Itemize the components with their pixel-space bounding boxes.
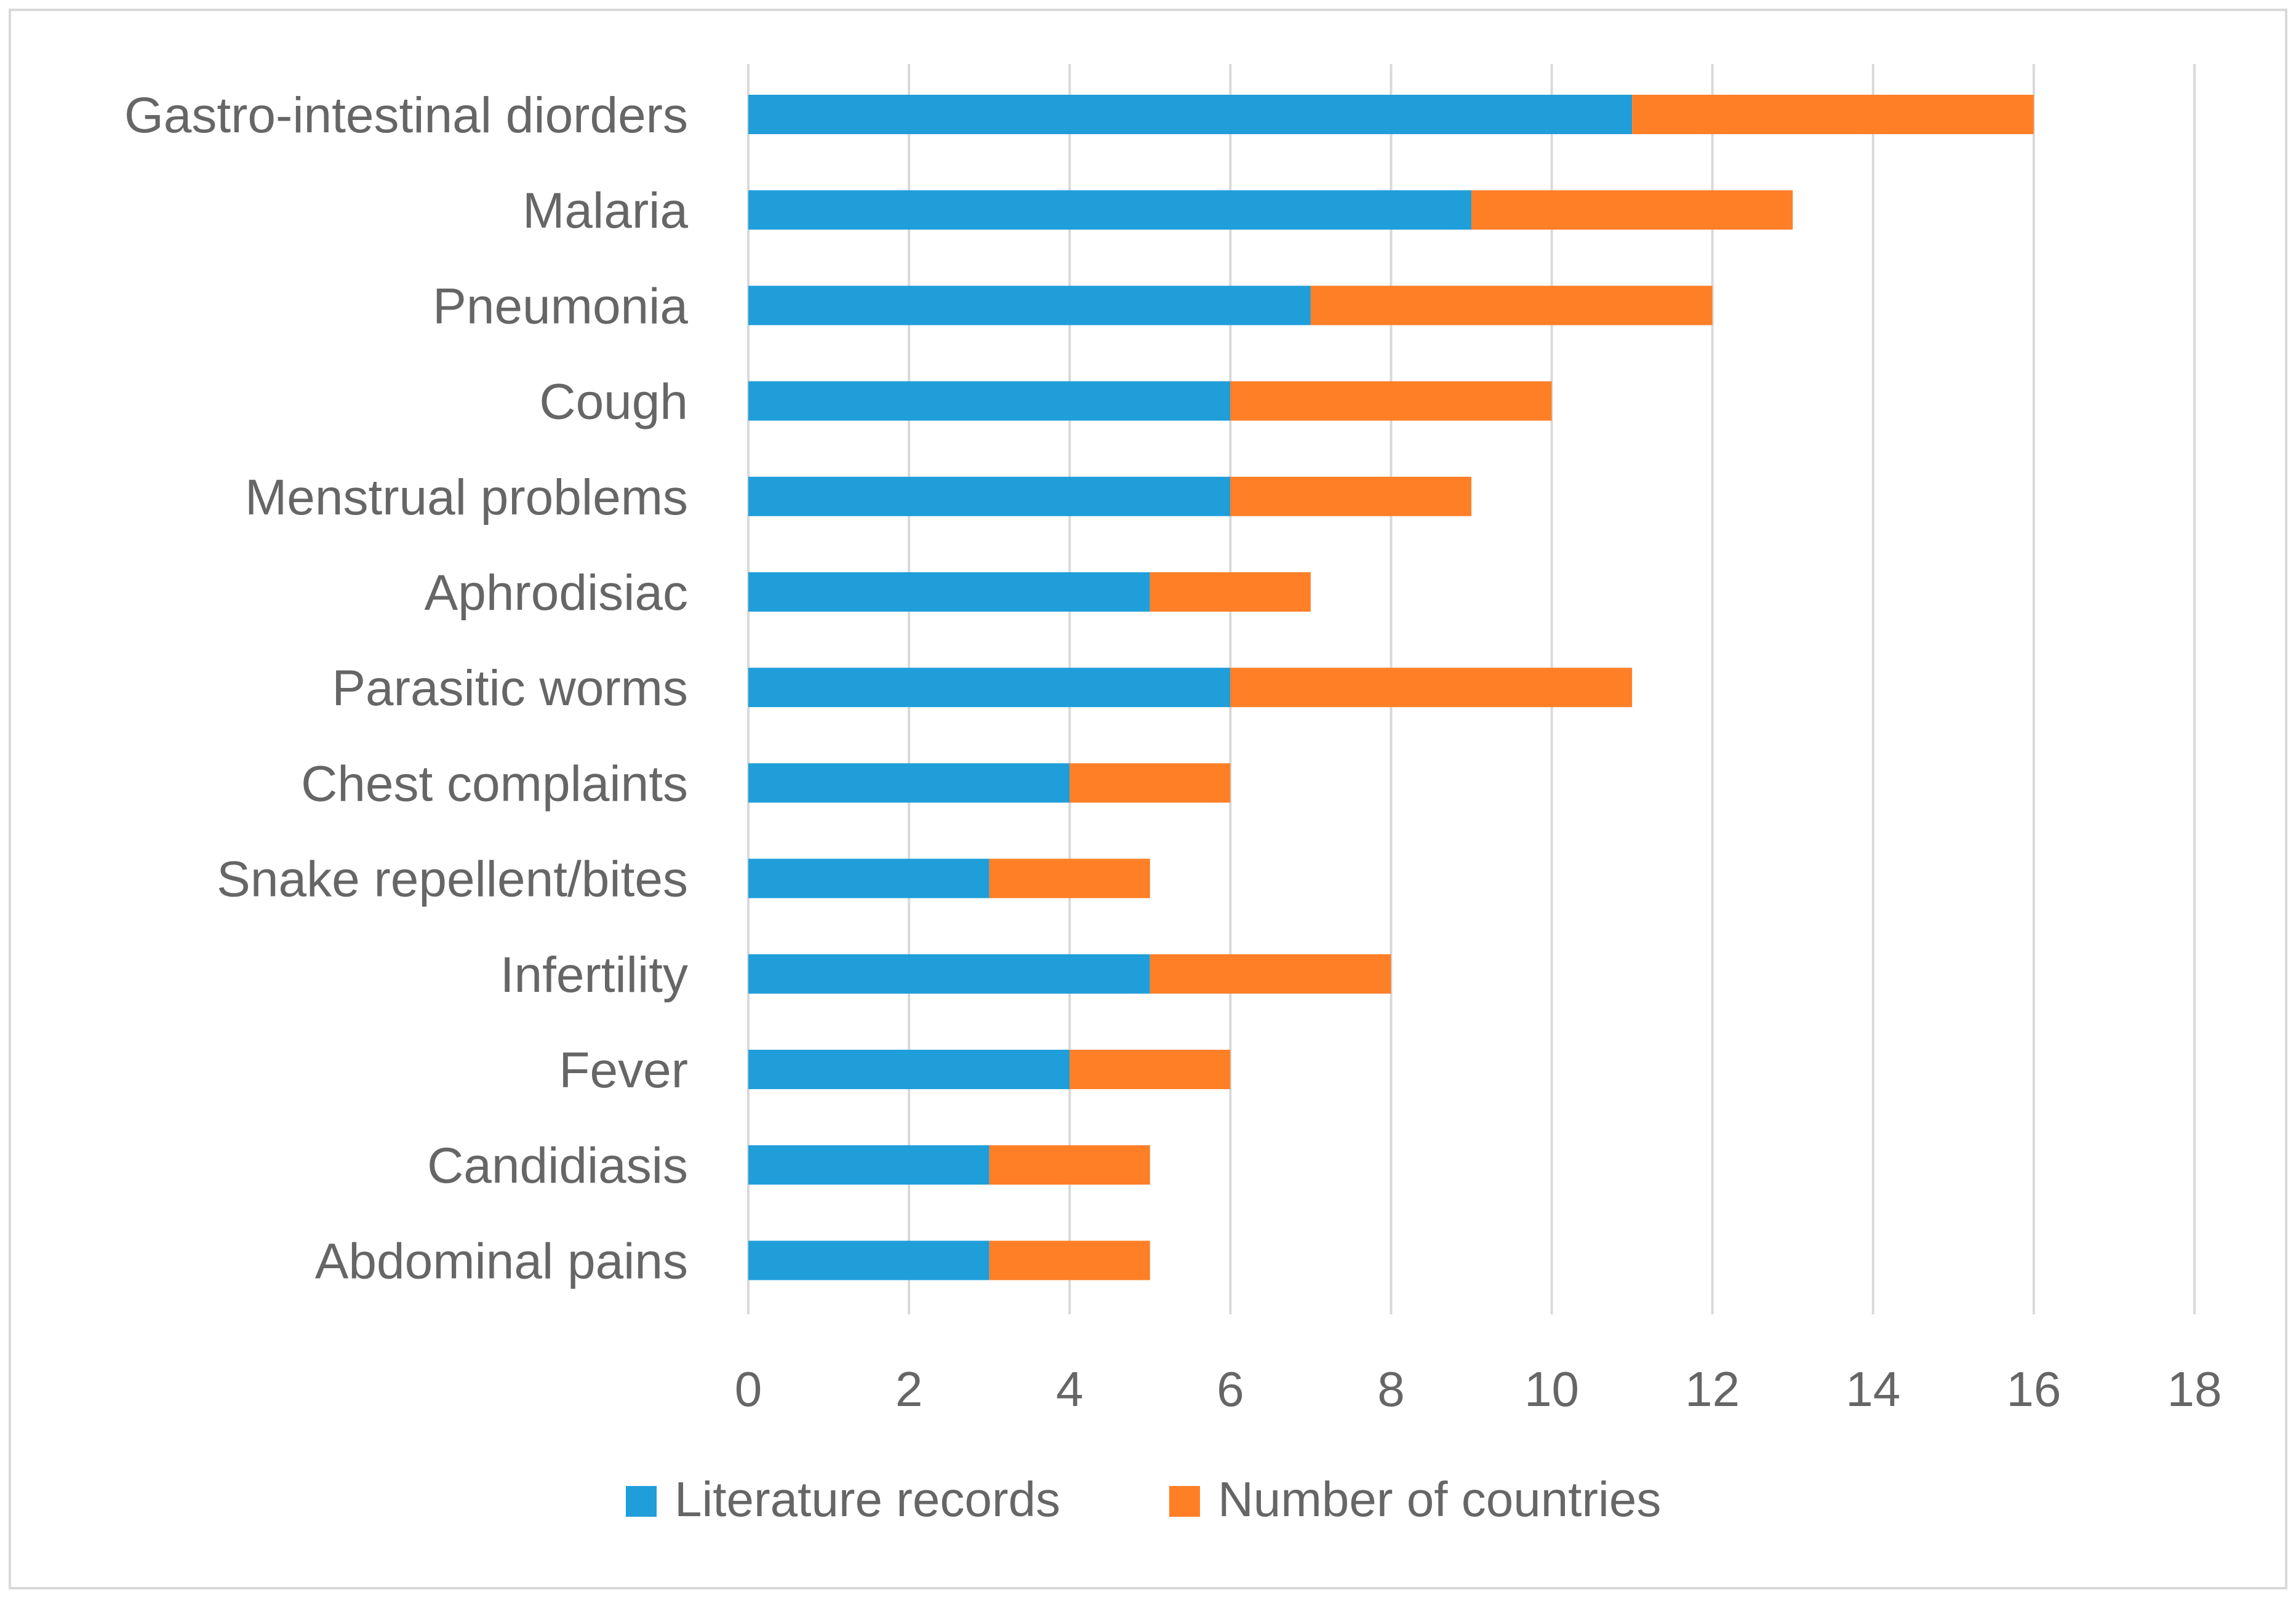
bar-number-of-countries bbox=[1632, 95, 2034, 134]
bar-number-of-countries bbox=[1150, 572, 1311, 612]
x-tick-label: 18 bbox=[2167, 1362, 2222, 1416]
category-label: Cough bbox=[539, 374, 688, 430]
category-label: Infertility bbox=[500, 947, 688, 1003]
x-tick-label: 6 bbox=[1217, 1362, 1244, 1416]
category-label: Aphrodisiac bbox=[425, 565, 688, 621]
category-label: Snake repellent/bites bbox=[217, 852, 688, 908]
x-tick-label: 12 bbox=[1685, 1362, 1740, 1416]
bar-literature-records bbox=[748, 190, 1471, 230]
category-label: Candidiasis bbox=[427, 1138, 688, 1194]
x-tick-label: 4 bbox=[1056, 1362, 1084, 1416]
bar-number-of-countries bbox=[1230, 668, 1633, 708]
bar-number-of-countries bbox=[1230, 476, 1471, 516]
category-label: Parasitic worms bbox=[332, 660, 688, 716]
x-tick-label: 14 bbox=[1846, 1362, 1900, 1416]
bar-number-of-countries bbox=[1471, 190, 1793, 230]
category-label: Menstrual problems bbox=[245, 469, 688, 525]
bar-literature-records bbox=[748, 1050, 1070, 1089]
x-tick-label: 10 bbox=[1524, 1362, 1579, 1416]
category-label: Pneumonia bbox=[433, 278, 688, 334]
x-tick-label: 2 bbox=[895, 1362, 923, 1416]
x-tick-label: 0 bbox=[735, 1362, 762, 1416]
bar-number-of-countries bbox=[1150, 954, 1391, 994]
category-label: Malaria bbox=[522, 183, 688, 239]
bar-literature-records bbox=[748, 572, 1150, 612]
gridlines bbox=[747, 64, 2196, 1314]
bar-literature-records bbox=[748, 95, 1633, 134]
bar-literature-records bbox=[748, 286, 1311, 326]
legend-swatch-literature-records bbox=[626, 1486, 657, 1517]
bar-number-of-countries bbox=[989, 1240, 1150, 1280]
bar-number-of-countries bbox=[989, 1145, 1150, 1185]
bar-literature-records bbox=[748, 763, 1070, 803]
bar-number-of-countries bbox=[1230, 381, 1552, 421]
category-label: Chest complaints bbox=[301, 756, 688, 812]
category-label: Abdominal pains bbox=[315, 1233, 688, 1289]
x-axis-tick-labels: 0 2 4 6 8 10 12 14 16 18 bbox=[735, 1362, 2222, 1416]
legend-swatch-number-of-countries bbox=[1169, 1486, 1200, 1517]
bar-number-of-countries bbox=[1310, 286, 1713, 326]
bar-literature-records bbox=[748, 1240, 990, 1280]
legend-label: Literature records bbox=[674, 1472, 1060, 1527]
category-label: Gastro-intestinal diorders bbox=[124, 87, 688, 143]
bar-literature-records bbox=[748, 668, 1231, 708]
bar-literature-records bbox=[748, 1145, 990, 1185]
bar-literature-records bbox=[748, 476, 1231, 516]
bar-literature-records bbox=[748, 858, 990, 898]
bar-number-of-countries bbox=[1070, 763, 1231, 803]
bars bbox=[748, 95, 2034, 1280]
bar-number-of-countries bbox=[989, 858, 1150, 898]
legend: Literature records Number of countries bbox=[626, 1472, 1661, 1527]
legend-label: Number of countries bbox=[1218, 1472, 1661, 1527]
x-tick-label: 8 bbox=[1377, 1362, 1405, 1416]
bar-literature-records bbox=[748, 381, 1231, 421]
bar-number-of-countries bbox=[1070, 1050, 1231, 1089]
x-tick-label: 16 bbox=[2006, 1362, 2061, 1416]
bar-literature-records bbox=[748, 954, 1150, 994]
category-labels: Gastro-intestinal diorders Malaria Pneumon… bbox=[124, 87, 688, 1289]
category-label: Fever bbox=[559, 1042, 688, 1098]
